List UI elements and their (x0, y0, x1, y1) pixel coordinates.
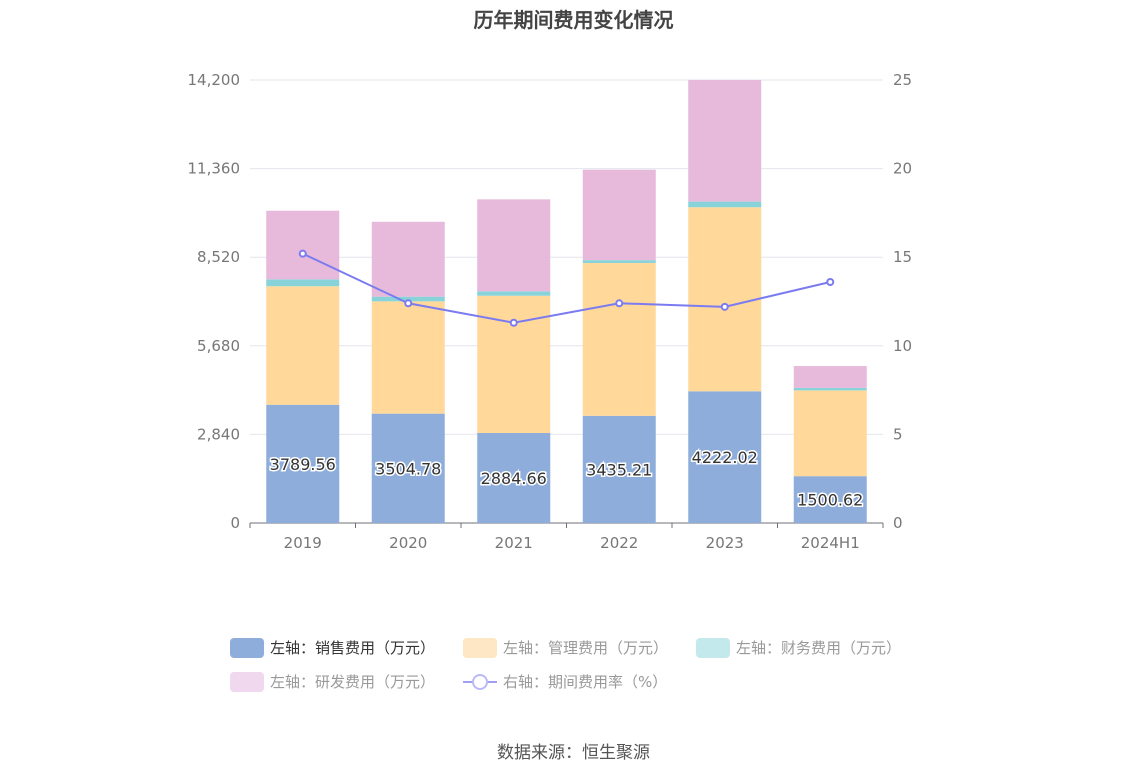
expense-ratio-point (826, 278, 835, 287)
legend-line-icon (463, 672, 497, 692)
right-axis-tick-label: 25 (893, 71, 912, 89)
bar-segment-2 (793, 387, 867, 391)
bar-segment-2 (477, 291, 551, 296)
expense-ratio-point (615, 299, 624, 308)
bar-segment-0 (688, 391, 762, 523)
left-axis-tick-label: 14,200 (188, 71, 241, 89)
expense-ratio-point (298, 249, 307, 258)
legend-swatch-finance (696, 637, 730, 658)
bar-segment-0 (477, 433, 551, 523)
left-axis-tick-label: 5,680 (197, 337, 240, 355)
bar-data-label: 1500.62 (797, 491, 863, 510)
right-axis-tick-label: 5 (893, 425, 903, 443)
x-axis-tick-label: 2020 (389, 534, 427, 552)
legend-label-admin: 左轴：管理费用（万元） (503, 639, 669, 657)
bar-segment-2 (266, 279, 340, 287)
right-axis-tick-label: 0 (893, 514, 903, 532)
x-axis-tick-label: 2023 (706, 534, 744, 552)
left-axis-tick-label: 2,840 (197, 425, 240, 443)
legend-item-sales[interactable]: 左轴：销售费用（万元） (230, 637, 435, 658)
bar-segment-3 (371, 221, 445, 297)
bar-data-label: 4222.02 (692, 448, 758, 467)
x-axis-tick-label: 2019 (284, 534, 322, 552)
stacked-bar-chart: 0 2,840 5,680 8,520 11,360 14,200 0 5 10 15 20 25 37… (188, 71, 913, 552)
bar-segment-0 (582, 415, 656, 523)
expense-ratio-point (720, 302, 729, 311)
legend-swatch-sales (230, 637, 264, 658)
expense-ratio-line (302, 252, 831, 324)
bar-segment-1 (793, 390, 867, 477)
bar-segment-3 (477, 199, 551, 292)
x-axis-tick-label: 2024H1 (801, 534, 860, 552)
left-axis-tick-label: 11,360 (188, 160, 241, 178)
bar-segment-3 (582, 169, 656, 261)
left-axis-tick-label: 8,520 (197, 248, 240, 266)
legend-label-finance: 左轴：财务费用（万元） (736, 639, 902, 657)
x-axis-tick-label: 2022 (600, 534, 638, 552)
legend-item-finance[interactable]: 左轴：财务费用（万元） (696, 637, 901, 658)
right-axis-tick-label: 20 (893, 160, 912, 178)
bar-data-label: 3789.56 (270, 455, 336, 474)
bar-segment-3 (793, 366, 867, 388)
legend-item-admin[interactable]: 左轴：管理费用（万元） (463, 637, 668, 658)
bar-segment-1 (266, 286, 340, 405)
legend-label-sales: 左轴：销售费用（万元） (270, 639, 436, 657)
bar-data-label: 3504.78 (375, 459, 441, 478)
bar-segment-3 (266, 210, 340, 280)
bar-segment-1 (688, 207, 762, 392)
bar-segment-0 (371, 413, 445, 523)
x-axis-tick-label: 2021 (495, 534, 533, 552)
bar-segment-0 (266, 404, 340, 523)
data-source-note: 数据来源：恒生聚源 (497, 743, 650, 763)
legend-swatch-rnd (230, 671, 264, 692)
legend-label-rnd: 左轴：研发费用（万元） (270, 673, 436, 691)
right-axis-tick-label: 10 (893, 337, 912, 355)
expense-ratio-point (404, 299, 413, 308)
bar-segment-3 (688, 79, 762, 202)
left-axis-tick-label: 0 (230, 514, 240, 532)
chart-title: 历年期间费用变化情况 (473, 8, 674, 32)
legend-swatch-admin (463, 637, 497, 658)
bar-segment-1 (582, 262, 656, 416)
bar-segment-2 (582, 260, 656, 263)
legend-item-expense-ratio[interactable]: 右轴：期间费用率（%） (463, 671, 667, 692)
legend-label-expense-ratio: 右轴：期间费用率（%） (503, 673, 668, 691)
bar-segment-1 (477, 295, 551, 434)
bar-segment-0 (793, 476, 867, 523)
legend-item-rnd[interactable]: 左轴：研发费用（万元） (230, 671, 435, 692)
bar-segment-1 (371, 301, 445, 414)
bar-segment-2 (688, 201, 762, 208)
bar-data-label: 3435.21 (586, 460, 652, 479)
bar-segment-2 (371, 296, 445, 302)
expense-ratio-point (509, 318, 518, 327)
right-axis-tick-label: 15 (893, 248, 912, 266)
bar-data-label: 2884.66 (481, 469, 547, 488)
